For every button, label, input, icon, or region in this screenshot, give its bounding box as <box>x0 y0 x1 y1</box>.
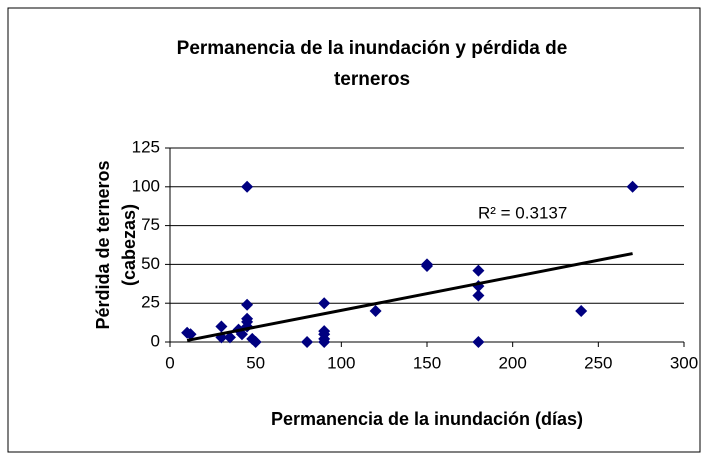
point <box>215 320 228 333</box>
point <box>626 180 639 193</box>
y-tick-label: 50 <box>141 254 160 273</box>
point <box>575 304 588 317</box>
x-tick-label: 0 <box>165 353 174 372</box>
point <box>241 315 254 328</box>
y-axis-label: Pérdida de terneros <box>93 160 113 329</box>
point <box>241 180 254 193</box>
y-tick-label: 75 <box>141 215 160 234</box>
point <box>249 336 262 348</box>
x-tick-label: 100 <box>327 353 355 372</box>
chart-title: terneros <box>334 69 410 90</box>
y-tick-label: 100 <box>132 176 160 195</box>
point <box>472 336 485 348</box>
y-tick-label: 0 <box>151 331 160 350</box>
x-tick-label: 150 <box>413 353 441 372</box>
point <box>369 304 382 317</box>
x-tick-label: 200 <box>498 353 526 372</box>
point <box>184 328 197 341</box>
point <box>318 336 331 348</box>
chart-title: Permanencia de la inundación y pérdida d… <box>177 38 568 59</box>
point <box>301 336 314 348</box>
point <box>421 259 433 272</box>
trendline <box>186 252 633 342</box>
y-axis-label: (cabezas) <box>119 204 139 286</box>
x-axis-label: Permanencia de la inundación (días) <box>271 409 583 429</box>
point <box>318 297 331 310</box>
y-tick-label: 25 <box>141 293 160 312</box>
point <box>472 289 485 302</box>
chart-border <box>7 7 701 453</box>
annotation: R² = 0.3137 <box>478 203 567 222</box>
x-tick-label: 300 <box>670 353 698 372</box>
point <box>241 298 254 311</box>
x-tick-label: 50 <box>246 353 265 372</box>
y-tick-label: 125 <box>132 137 160 156</box>
point <box>472 264 485 277</box>
x-tick-label: 250 <box>584 353 612 372</box>
point <box>223 331 236 344</box>
